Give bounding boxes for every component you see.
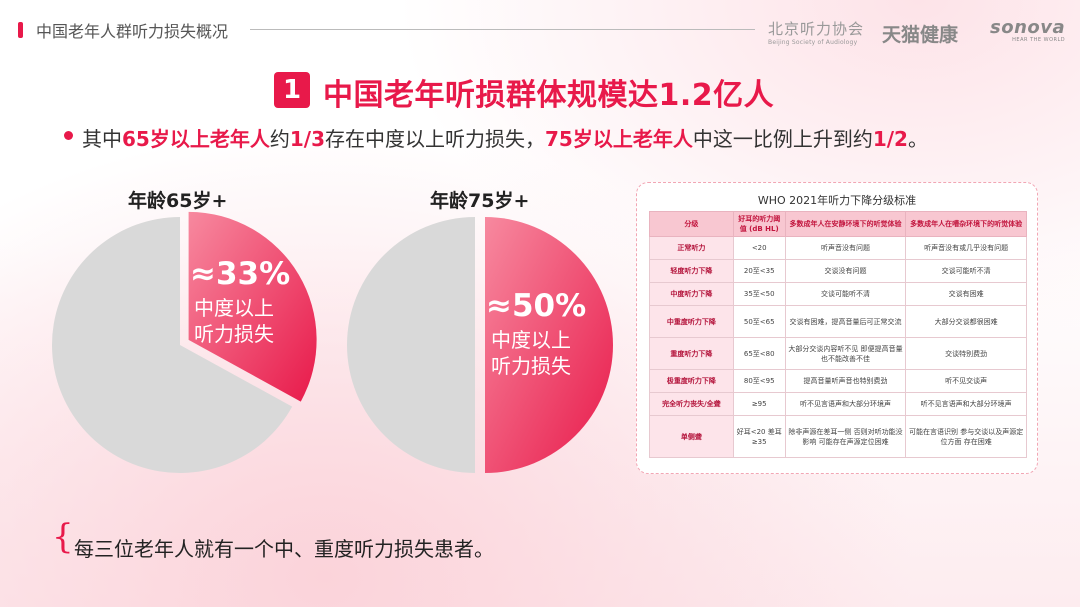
pie-slice-other	[52, 217, 293, 473]
who-cell: 听声音没有或几乎没有问题	[905, 236, 1027, 260]
summary-part: 其中	[82, 127, 122, 151]
who-header-cell: 多数成年人在安静环境下的听觉体验	[784, 211, 907, 237]
who-cell: 35至<50	[732, 282, 786, 306]
table-row: 正常听力 <20 听声音没有问题 听声音没有或几乎没有问题	[649, 236, 1027, 260]
who-grade-cell: 重度听力下降	[649, 337, 734, 370]
who-grade-cell: 极重度听力下降	[649, 369, 734, 393]
bottom-brace: {	[52, 517, 74, 557]
pie-title-75: 年龄75岁+	[430, 190, 530, 212]
logo-sonova-text: sonova	[990, 17, 1066, 38]
bottom-note: 每三位老年人就有一个中、重度听力损失患者。	[74, 537, 494, 561]
who-cell: 大部分交谈内容听不见 即便提高音量也不能改善不佳	[784, 337, 907, 370]
who-cell: 听声音没有问题	[784, 236, 907, 260]
summary-part: 中这一比例上升到约	[692, 127, 873, 151]
who-cell: 交谈没有问题	[784, 259, 907, 283]
who-cell: 听不见言语声和大部分环境声	[784, 392, 907, 416]
logo-beijing-audiology-text: 北京听力协会	[768, 20, 865, 38]
pie-75-desc: 中度以上 听力损失	[491, 327, 611, 379]
who-cell: 交谈可能听不清	[784, 282, 907, 306]
table-row: 中度听力下降 35至<50 交谈可能听不清 交谈有困难	[649, 282, 1027, 306]
summary-part: 存在中度以上听力损失，	[324, 127, 545, 151]
who-grade-cell: 轻度听力下降	[649, 259, 734, 283]
pie-75-desc-line1: 中度以上	[491, 328, 571, 352]
who-cell: 20至<35	[732, 259, 786, 283]
pie-65-percent: ≈33%	[190, 256, 291, 292]
header-accent-bar	[18, 22, 23, 38]
table-row: 完全听力丧失/全聋 ≥95 听不见言语声和大部分环境声 听不见言语声和大部分环境声	[649, 392, 1027, 416]
who-table-header: 分级 好耳的听力阈值 (dB HL) 多数成年人在安静环境下的听觉体验 多数成年人在嘈…	[649, 211, 1027, 237]
who-header-cell: 好耳的听力阈值 (dB HL)	[732, 211, 786, 237]
header-divider	[250, 29, 755, 30]
who-cell: 提高音量听声音也特别费劲	[784, 369, 907, 393]
who-cell: 交谈可能听不清	[905, 259, 1027, 283]
summary-highlight: 1/3	[289, 127, 325, 151]
who-grade-cell: 完全听力丧失/全聋	[649, 392, 734, 416]
logo-sonova: sonova HEAR THE WORLD	[990, 17, 1065, 43]
table-row: 中重度听力下降 50至<65 交谈有困难，提高音量后可正常交流 大部分交谈都很困难	[649, 305, 1027, 338]
who-cell: 交谈有困难	[905, 282, 1027, 306]
who-cell: 听不见交谈声	[905, 369, 1027, 393]
who-cell: 65至<80	[732, 337, 786, 370]
section-number-badge: 1	[274, 72, 310, 108]
who-grade-cell: 单侧聋	[649, 415, 734, 458]
pie-slice-hearing-loss	[188, 211, 317, 402]
who-cell: 可能在言语识别 参与交谈以及声源定位方面 存在困难	[905, 415, 1027, 458]
who-header-cell: 多数成年人在嘈杂环境下的听觉体验	[905, 211, 1027, 237]
who-cell: 交谈特别费劲	[905, 337, 1027, 370]
summary-line: 其中65岁以上老年人约1/3存在中度以上听力损失，75岁以上老年人中这一比例上升…	[82, 123, 928, 152]
pie-chart-65	[52, 211, 317, 473]
who-cell: <20	[732, 236, 786, 260]
summary-highlight: 1/2	[872, 127, 908, 151]
logo-beijing-audiology: 北京听力协会 Beijing Society of Audiology	[768, 18, 865, 46]
page-title: 中国老年听损群体规模达1.2亿人	[323, 78, 775, 113]
summary-part: 约	[269, 127, 290, 151]
summary-highlight: 65岁以上老年人	[122, 127, 270, 151]
summary-part: 。	[907, 127, 928, 151]
who-table-title: WHO 2021年听力下降分级标准	[757, 194, 917, 207]
pie-65-desc-line2: 听力损失	[194, 322, 274, 346]
who-standard-panel: WHO 2021年听力下降分级标准 分级 好耳的听力阈值 (dB HL) 多数成年人…	[636, 182, 1038, 474]
pie-75-desc-line2: 听力损失	[491, 354, 571, 378]
who-cell: 大部分交谈都很困难	[905, 305, 1027, 338]
who-cell: 80至<95	[732, 369, 786, 393]
who-table-body: 正常听力 <20 听声音没有问题 听声音没有或几乎没有问题 轻度听力下降 20至<35 交谈…	[649, 236, 1027, 458]
who-cell: ≥95	[732, 392, 786, 416]
summary-highlight: 75岁以上老年人	[544, 127, 693, 151]
who-header-cell: 分级	[649, 211, 734, 237]
bullet-dot-icon	[64, 131, 73, 140]
who-cell: 交谈有困难，提高音量后可正常交流	[784, 305, 907, 338]
header-title: 中国老年人群听力损失概况	[36, 22, 229, 41]
table-row: 极重度听力下降 80至<95 提高音量听声音也特别费劲 听不见交谈声	[649, 369, 1027, 393]
pie-65-desc: 中度以上 听力损失	[194, 295, 314, 347]
logo-tmall-health: 天猫健康	[882, 24, 959, 46]
who-cell: 50至<65	[732, 305, 786, 338]
who-cell: 听不见言语声和大部分环境声	[905, 392, 1027, 416]
table-row: 重度听力下降 65至<80 大部分交谈内容听不见 即便提高音量也不能改善不佳 交谈特别…	[649, 337, 1027, 370]
table-row: 轻度听力下降 20至<35 交谈没有问题 交谈可能听不清	[649, 259, 1027, 283]
pie-75-percent: ≈50%	[486, 288, 587, 324]
pie-slice-other	[347, 217, 475, 473]
logo-beijing-audiology-sub: Beijing Society of Audiology	[768, 39, 858, 46]
pie-slice-hearing-loss	[485, 217, 613, 473]
header: 中国老年人群听力损失概况 北京听力协会 Beijing Society of A…	[0, 0, 1080, 60]
who-grade-cell: 中重度听力下降	[649, 305, 734, 338]
logo-sonova-sub: HEAR THE WORLD	[1012, 37, 1066, 43]
who-grade-cell: 中度听力下降	[649, 282, 734, 306]
table-row: 单侧聋 好耳<20 差耳≥35 除非声源在差耳一侧 否则对听功能没影响 可能存在声源…	[649, 415, 1027, 458]
pie-chart-75	[347, 217, 613, 473]
who-cell: 除非声源在差耳一侧 否则对听功能没影响 可能存在声源定位困难	[784, 415, 907, 458]
pie-65-desc-line1: 中度以上	[194, 296, 274, 320]
who-table: 分级 好耳的听力阈值 (dB HL) 多数成年人在安静环境下的听觉体验 多数成年人在嘈…	[649, 211, 1027, 458]
pie-title-65: 年龄65岁+	[128, 190, 228, 212]
who-grade-cell: 正常听力	[649, 236, 734, 260]
who-cell: 好耳<20 差耳≥35	[732, 415, 786, 458]
